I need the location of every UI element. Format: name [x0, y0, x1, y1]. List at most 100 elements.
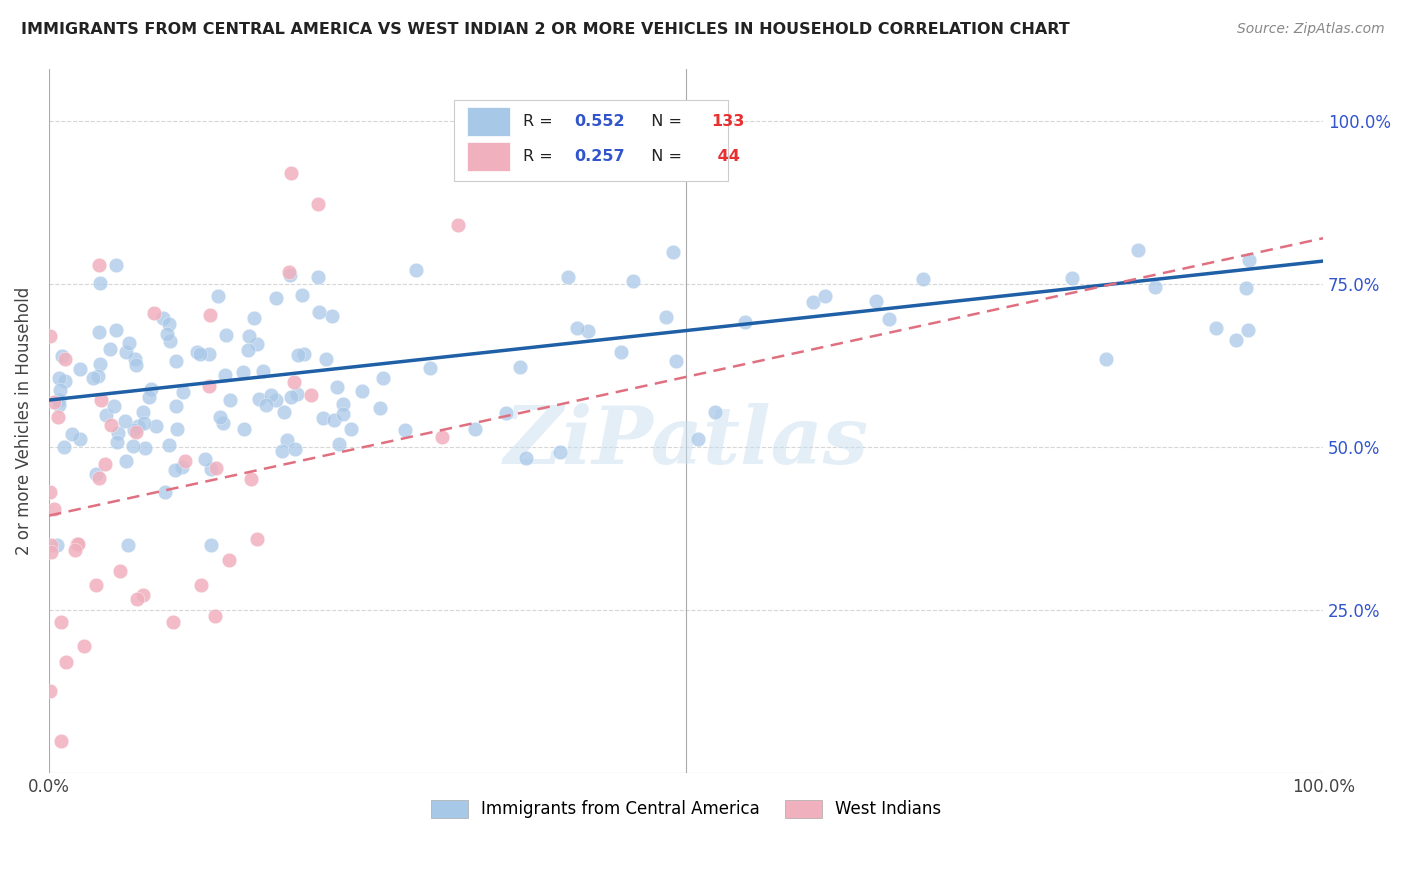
Point: [49, 733, 72, 747]
Point: [207, 289, 229, 303]
Point: [69, 432, 91, 446]
Text: 0.552: 0.552: [574, 114, 624, 128]
Point: [271, 444, 294, 458]
Point: [190, 578, 212, 592]
Point: [911, 271, 934, 285]
Text: 133: 133: [711, 114, 745, 128]
Point: [430, 430, 453, 444]
Point: [53, 352, 76, 367]
Point: [246, 533, 269, 547]
Text: N =: N =: [641, 114, 688, 128]
Point: [39, 538, 62, 552]
Point: [66, 537, 89, 551]
Point: [340, 421, 363, 435]
Point: [132, 416, 155, 430]
Point: [60, 427, 83, 442]
Point: [1060, 271, 1083, 285]
Point: [287, 348, 309, 362]
Point: [82, 371, 104, 385]
Point: [156, 327, 179, 342]
Point: [96, 409, 118, 423]
Point: [1128, 243, 1150, 257]
Point: [138, 391, 160, 405]
Y-axis label: 2 or more Vehicles in Household: 2 or more Vehicles in Household: [15, 287, 32, 555]
Point: [67, 537, 90, 551]
Point: [134, 441, 156, 455]
Point: [127, 419, 149, 434]
Point: [143, 305, 166, 319]
Point: [46, 410, 69, 425]
Point: [212, 416, 235, 430]
Point: [165, 354, 187, 368]
Point: [200, 309, 222, 323]
Point: [125, 592, 148, 607]
Point: [405, 263, 427, 277]
Point: [273, 405, 295, 419]
Point: [132, 404, 155, 418]
Point: [104, 323, 127, 337]
Point: [200, 461, 222, 475]
Point: [105, 258, 128, 272]
Point: [291, 287, 314, 301]
Point: [48, 392, 70, 407]
Point: [159, 334, 181, 348]
Point: [373, 371, 395, 385]
Point: [610, 344, 633, 359]
Point: [69, 361, 91, 376]
Point: [557, 269, 579, 284]
Point: [292, 347, 315, 361]
Point: [260, 388, 283, 402]
Point: [48, 371, 70, 385]
Point: [246, 337, 269, 351]
Point: [51, 349, 73, 363]
Point: [865, 294, 887, 309]
Point: [1236, 281, 1258, 295]
Point: [53, 374, 76, 388]
Text: 0.257: 0.257: [574, 149, 624, 164]
Point: [204, 609, 226, 624]
Point: [214, 368, 236, 383]
Point: [323, 413, 346, 427]
Point: [328, 436, 350, 450]
Point: [152, 311, 174, 326]
Point: [299, 388, 322, 402]
Point: [39, 684, 62, 698]
Point: [200, 538, 222, 552]
Point: [565, 320, 588, 334]
Point: [284, 442, 307, 457]
Point: [186, 344, 208, 359]
Point: [1205, 321, 1227, 335]
Point: [208, 409, 231, 424]
Point: [86, 578, 108, 592]
Point: [153, 485, 176, 500]
Point: [321, 309, 343, 323]
Point: [686, 432, 709, 446]
Point: [39, 545, 62, 559]
Text: R =: R =: [523, 114, 558, 128]
Point: [332, 407, 354, 421]
Point: [122, 423, 145, 437]
Point: [107, 425, 129, 440]
Point: [48, 398, 70, 412]
Point: [124, 425, 146, 439]
Point: [264, 393, 287, 408]
Point: [157, 438, 180, 452]
Text: ZiPatlas: ZiPatlas: [503, 403, 869, 481]
Point: [218, 553, 240, 567]
Point: [49, 615, 72, 629]
Point: [280, 390, 302, 404]
Point: [239, 471, 262, 485]
Point: [42, 395, 65, 409]
Point: [352, 384, 374, 399]
Point: [464, 422, 486, 436]
Point: [39, 484, 62, 499]
Point: [52, 440, 75, 454]
Point: [495, 406, 517, 420]
Point: [1144, 280, 1167, 294]
Point: [125, 358, 148, 372]
Point: [578, 324, 600, 338]
FancyBboxPatch shape: [454, 100, 728, 181]
Point: [205, 461, 228, 475]
Point: [219, 393, 242, 408]
Point: [124, 352, 146, 367]
